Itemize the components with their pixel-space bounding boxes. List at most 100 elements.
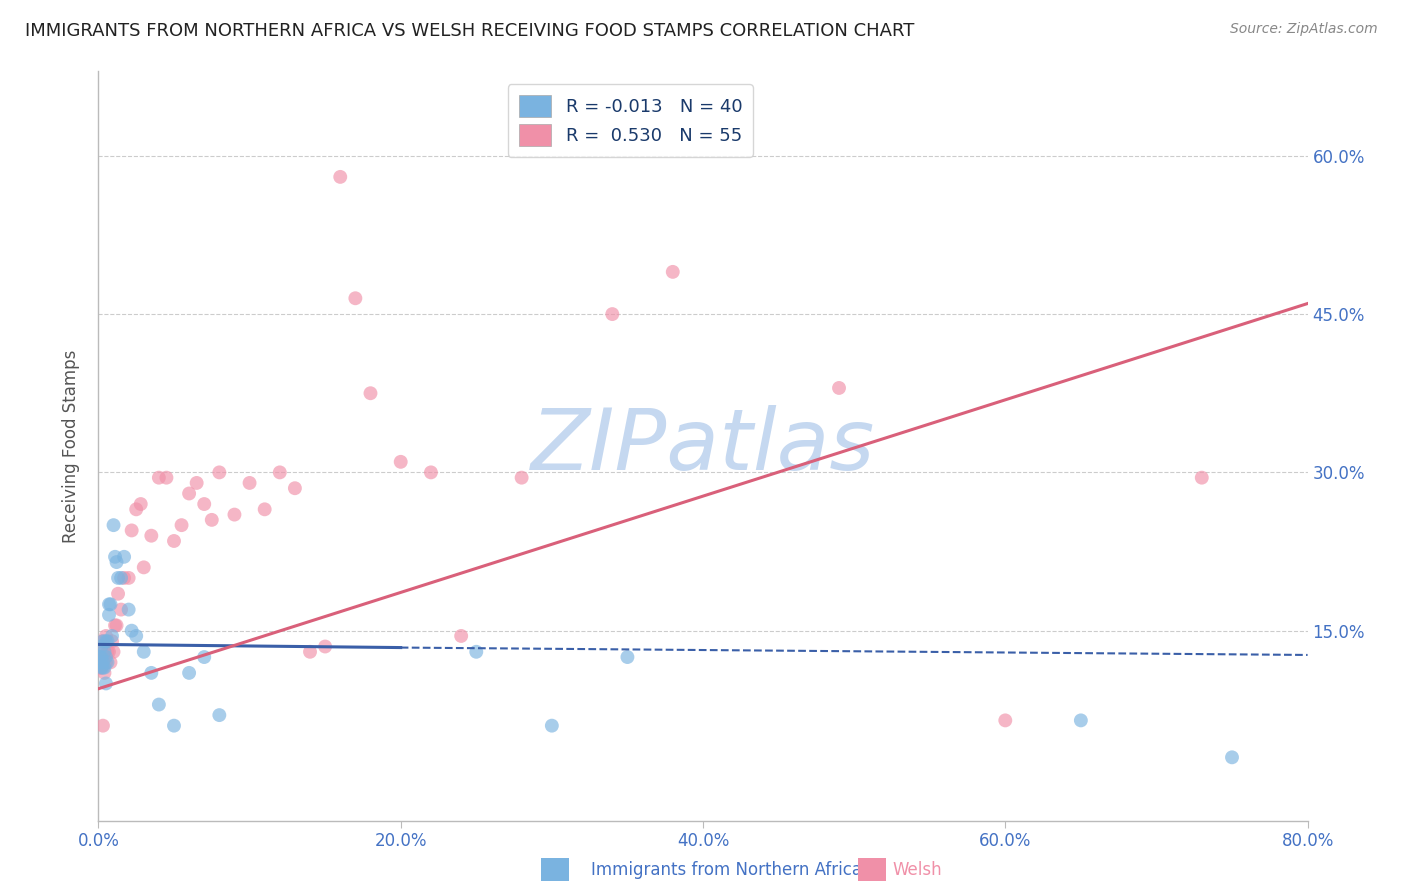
Text: ZIPatlas: ZIPatlas — [531, 404, 875, 488]
Point — [107, 587, 129, 601]
Point — [98, 645, 121, 659]
Point — [91, 656, 114, 670]
Point — [132, 645, 155, 659]
Point — [540, 719, 562, 733]
Point — [90, 660, 112, 674]
Point — [170, 518, 193, 533]
Point — [103, 518, 125, 533]
Point — [89, 656, 111, 670]
Point — [93, 645, 115, 659]
Point — [98, 597, 121, 611]
Point — [148, 470, 170, 484]
Point — [94, 676, 117, 690]
Point — [112, 549, 135, 564]
Text: Source: ZipAtlas.com: Source: ZipAtlas.com — [1230, 22, 1378, 37]
Point — [101, 629, 124, 643]
Point — [110, 602, 132, 616]
Point — [90, 660, 112, 674]
Point — [100, 597, 122, 611]
Point — [1070, 714, 1092, 728]
Point — [224, 508, 246, 522]
Point — [91, 660, 114, 674]
Point — [179, 665, 201, 680]
Point — [125, 629, 148, 643]
Point — [118, 571, 141, 585]
Point — [125, 502, 148, 516]
Point — [91, 719, 114, 733]
Point — [344, 291, 367, 305]
Point — [110, 571, 132, 585]
Point — [89, 650, 111, 665]
Point — [141, 665, 163, 680]
Point — [141, 529, 163, 543]
Point — [132, 560, 155, 574]
Point — [193, 497, 215, 511]
Point — [148, 698, 170, 712]
Point — [94, 634, 117, 648]
Point — [602, 307, 624, 321]
Point — [329, 169, 352, 184]
Point — [89, 650, 111, 665]
Point — [91, 656, 114, 670]
Point — [93, 665, 115, 680]
Point — [98, 607, 121, 622]
Point — [104, 549, 127, 564]
Point — [186, 475, 208, 490]
Point — [112, 571, 135, 585]
Point — [105, 555, 128, 569]
Point — [828, 381, 851, 395]
Point — [91, 634, 114, 648]
Point — [90, 640, 112, 654]
Point — [179, 486, 201, 500]
Point — [121, 524, 143, 538]
Point — [510, 470, 533, 484]
Legend: R = -0.013   N = 40, R =  0.530   N = 55: R = -0.013 N = 40, R = 0.530 N = 55 — [508, 84, 754, 157]
Point — [239, 475, 262, 490]
Point — [201, 513, 224, 527]
Point — [94, 656, 117, 670]
Point — [465, 645, 488, 659]
Text: Immigrants from Northern Africa: Immigrants from Northern Africa — [591, 861, 862, 879]
Point — [360, 386, 382, 401]
Point — [121, 624, 143, 638]
Point — [208, 466, 231, 480]
Point — [1191, 470, 1213, 484]
Point — [93, 650, 115, 665]
Point — [1220, 750, 1243, 764]
Point — [90, 645, 112, 659]
Point — [93, 660, 115, 674]
Point — [389, 455, 412, 469]
Point — [100, 656, 122, 670]
Point — [103, 645, 125, 659]
Point — [163, 533, 186, 548]
Point — [299, 645, 322, 659]
Point — [193, 650, 215, 665]
Point — [96, 645, 118, 659]
Point — [129, 497, 152, 511]
Point — [91, 634, 114, 648]
Point — [107, 571, 129, 585]
Point — [104, 618, 127, 632]
Y-axis label: Receiving Food Stamps: Receiving Food Stamps — [62, 350, 80, 542]
Point — [994, 714, 1017, 728]
Point — [90, 650, 112, 665]
Point — [661, 265, 683, 279]
Point — [450, 629, 472, 643]
Point — [105, 618, 128, 632]
Point — [101, 634, 124, 648]
Point — [89, 660, 111, 674]
Point — [314, 640, 336, 654]
Text: IMMIGRANTS FROM NORTHERN AFRICA VS WELSH RECEIVING FOOD STAMPS CORRELATION CHART: IMMIGRANTS FROM NORTHERN AFRICA VS WELSH… — [25, 22, 915, 40]
Point — [96, 634, 118, 648]
Point — [118, 602, 141, 616]
Point — [208, 708, 231, 723]
Point — [269, 466, 291, 480]
Point — [420, 466, 443, 480]
Point — [94, 650, 117, 665]
Point — [616, 650, 638, 665]
Point — [155, 470, 177, 484]
Text: Welsh: Welsh — [893, 861, 942, 879]
Point — [253, 502, 276, 516]
Point — [94, 629, 117, 643]
Point — [284, 481, 307, 495]
